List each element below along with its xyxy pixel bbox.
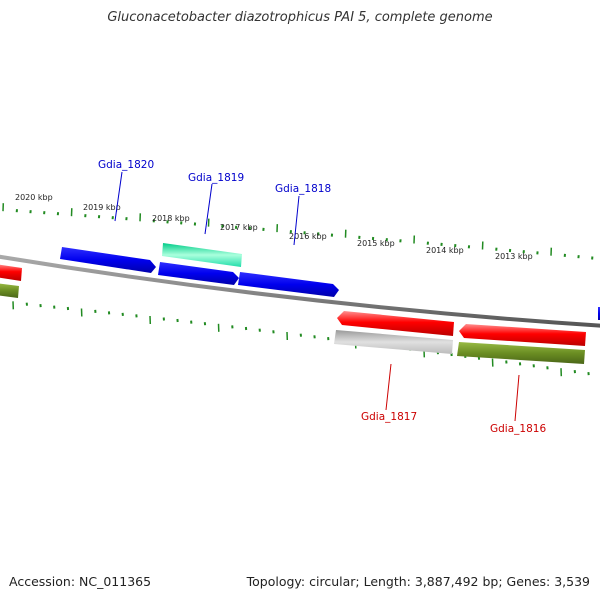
- label-leaders: [114, 171, 520, 422]
- scale-label-2018: 2018 kbp: [152, 214, 190, 223]
- leader-gdia-1820: [114, 171, 123, 222]
- gene-left-edge-red[interactable]: [0, 264, 22, 281]
- leader-gdia-1816: [514, 374, 520, 422]
- scale-label-2020: 2020 kbp: [15, 193, 53, 202]
- gene-label-gdia-1817[interactable]: Gdia_1817: [361, 411, 417, 423]
- outer-tick-ring: [2, 203, 594, 260]
- leader-gdia-1817: [385, 363, 392, 411]
- scale-label-2013: 2013 kbp: [495, 252, 533, 261]
- gene-label-gdia-1816[interactable]: Gdia_1816: [490, 423, 546, 435]
- leader-gdia-1818: [293, 195, 300, 246]
- gene-left-edge-olive[interactable]: [0, 283, 19, 298]
- gene-gdia-1818[interactable]: [238, 272, 339, 297]
- gene-label-gdia-1819[interactable]: Gdia_1819: [188, 172, 244, 184]
- map-title: Gluconacetobacter diazotrophicus PAI 5, …: [107, 10, 493, 25]
- gene-gdia-1817[interactable]: [337, 311, 454, 336]
- scale-label-2016: 2016 kbp: [289, 232, 327, 241]
- scale-label-2019: 2019 kbp: [83, 203, 121, 212]
- forward-strand-genes: [60, 243, 600, 320]
- gene-gdia-1819[interactable]: [162, 243, 242, 267]
- scale-label-2015: 2015 kbp: [357, 239, 395, 248]
- accession-text: Accession: NC_011365: [9, 574, 152, 589]
- gene-labels: Gdia_1820 Gdia_1819 Gdia_1818 Gdia_1817 …: [98, 159, 546, 435]
- gene-gdia-1816[interactable]: [459, 324, 586, 346]
- scale-labels: 2020 kbp 2019 kbp 2018 kbp 2017 kbp 2016…: [15, 193, 533, 261]
- genome-backbone: [0, 254, 600, 328]
- gene-label-gdia-1820[interactable]: Gdia_1820: [98, 159, 154, 171]
- reverse-strand-genes: [0, 264, 586, 364]
- gene-gdia-1817-lower[interactable]: [334, 330, 453, 354]
- gene-gdia-1820[interactable]: [60, 247, 156, 273]
- gene-gdia-1819-lower[interactable]: [158, 262, 239, 285]
- scale-label-2014: 2014 kbp: [426, 246, 464, 255]
- leader-gdia-1819: [204, 183, 213, 235]
- gene-label-gdia-1818[interactable]: Gdia_1818: [275, 183, 331, 195]
- genome-summary-text: Topology: circular; Length: 3,887,492 bp…: [246, 574, 590, 589]
- scale-label-2017: 2017 kbp: [220, 223, 258, 232]
- gene-gdia-1816-lower[interactable]: [457, 342, 585, 364]
